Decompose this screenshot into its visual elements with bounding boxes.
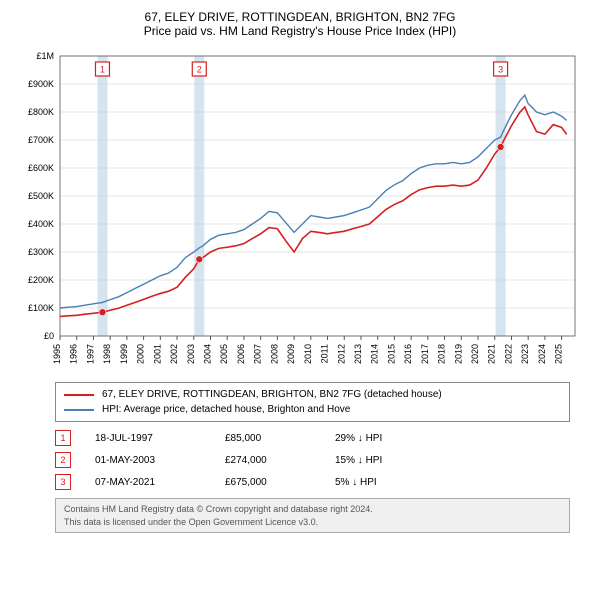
y-tick-label: £600K	[28, 163, 54, 173]
x-tick-label: 2000	[136, 344, 146, 364]
x-tick-label: 1999	[119, 344, 129, 364]
x-tick-label: 2019	[453, 344, 463, 364]
y-tick-label: £500K	[28, 191, 54, 201]
sale-diff: 5% ↓ HPI	[335, 477, 435, 488]
x-tick-label: 2018	[437, 344, 447, 364]
x-tick-label: 2008	[269, 344, 279, 364]
y-tick-label: £400K	[28, 219, 54, 229]
x-tick-label: 2010	[303, 344, 313, 364]
x-tick-label: 1995	[52, 344, 62, 364]
x-tick-label: 2017	[420, 344, 430, 364]
legend-row: HPI: Average price, detached house, Brig…	[64, 402, 561, 417]
x-tick-label: 2006	[236, 344, 246, 364]
sale-price: £274,000	[225, 455, 335, 466]
x-tick-label: 2020	[470, 344, 480, 364]
sale-marker-num: 1	[100, 65, 105, 75]
legend-swatch	[64, 409, 94, 411]
sales-table: 1 18-JUL-1997£85,00029% ↓ HPI 2 01-MAY-2003…	[55, 430, 570, 490]
x-tick-label: 2005	[219, 344, 229, 364]
x-tick-label: 2014	[370, 344, 380, 364]
chart-title: 67, ELEY DRIVE, ROTTINGDEAN, BRIGHTON, B…	[10, 10, 590, 38]
sale-date: 07-MAY-2021	[95, 477, 225, 488]
x-tick-label: 1996	[69, 344, 79, 364]
x-tick-label: 2012	[336, 344, 346, 364]
x-tick-label: 2015	[386, 344, 396, 364]
sale-diff: 29% ↓ HPI	[335, 433, 435, 444]
x-tick-label: 1997	[85, 344, 95, 364]
x-tick-label: 2011	[320, 344, 330, 363]
title-subtitle: Price paid vs. HM Land Registry's House …	[10, 24, 590, 38]
sale-price: £675,000	[225, 477, 335, 488]
y-tick-label: £700K	[28, 135, 54, 145]
licence-footer: Contains HM Land Registry data © Crown c…	[55, 498, 570, 533]
sale-dot	[196, 256, 203, 263]
x-tick-label: 2021	[487, 344, 497, 364]
sale-row: 3 07-MAY-2021£675,0005% ↓ HPI	[55, 474, 570, 490]
x-tick-label: 2007	[253, 344, 263, 364]
y-tick-label: £0	[44, 331, 54, 341]
sale-dot	[497, 144, 504, 151]
sale-marker-num: 3	[498, 65, 503, 75]
y-tick-label: £800K	[28, 107, 54, 117]
sale-marker: 2	[55, 452, 71, 468]
price-chart: £0 £100K £200K £300K £400K £500K £600K £700K £80…	[10, 46, 590, 376]
sale-row: 1 18-JUL-1997£85,00029% ↓ HPI	[55, 430, 570, 446]
y-tick-label: £100K	[28, 303, 54, 313]
sale-marker: 3	[55, 474, 71, 490]
x-tick-label: 2001	[152, 344, 162, 364]
x-tick-label: 2013	[353, 344, 363, 364]
legend-label: 67, ELEY DRIVE, ROTTINGDEAN, BRIGHTON, B…	[102, 387, 442, 402]
x-tick-label: 1998	[102, 344, 112, 364]
x-tick-label: 2002	[169, 344, 179, 364]
y-tick-label: £1M	[36, 51, 54, 61]
sale-dot	[99, 309, 106, 316]
sale-row: 2 01-MAY-2003£274,00015% ↓ HPI	[55, 452, 570, 468]
x-tick-label: 2023	[520, 344, 530, 364]
series-hpi	[60, 95, 567, 308]
x-tick-label: 2025	[554, 344, 564, 364]
sale-date: 01-MAY-2003	[95, 455, 225, 466]
sale-marker: 1	[55, 430, 71, 446]
x-tick-label: 2009	[286, 344, 296, 364]
legend: 67, ELEY DRIVE, ROTTINGDEAN, BRIGHTON, B…	[55, 382, 570, 422]
x-tick-label: 2024	[537, 344, 547, 364]
y-tick-label: £900K	[28, 79, 54, 89]
x-tick-label: 2003	[186, 344, 196, 364]
y-tick-label: £300K	[28, 247, 54, 257]
x-tick-label: 2016	[403, 344, 413, 364]
series-property	[60, 107, 567, 316]
sale-diff: 15% ↓ HPI	[335, 455, 435, 466]
title-address: 67, ELEY DRIVE, ROTTINGDEAN, BRIGHTON, B…	[10, 10, 590, 24]
footer-line: This data is licensed under the Open Gov…	[64, 516, 561, 529]
legend-row: 67, ELEY DRIVE, ROTTINGDEAN, BRIGHTON, B…	[64, 387, 561, 402]
x-tick-label: 2004	[202, 344, 212, 364]
x-tick-label: 2022	[503, 344, 513, 364]
sale-price: £85,000	[225, 433, 335, 444]
sale-date: 18-JUL-1997	[95, 433, 225, 444]
legend-swatch	[64, 394, 94, 396]
legend-label: HPI: Average price, detached house, Brig…	[102, 402, 350, 417]
y-tick-label: £200K	[28, 275, 54, 285]
sale-marker-num: 2	[197, 65, 202, 75]
footer-line: Contains HM Land Registry data © Crown c…	[64, 503, 561, 516]
